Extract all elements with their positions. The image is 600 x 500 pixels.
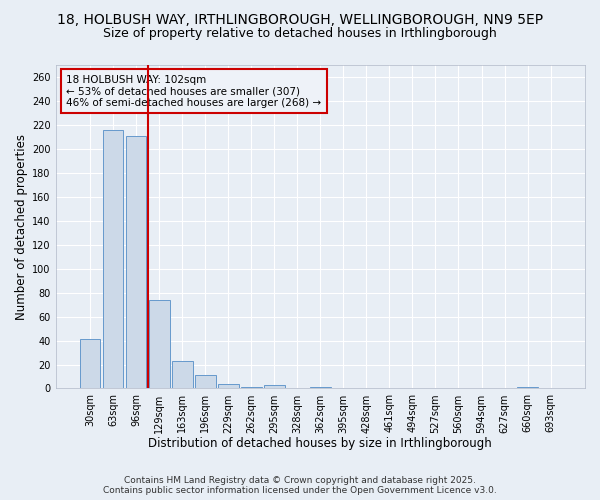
- Text: Contains HM Land Registry data © Crown copyright and database right 2025.
Contai: Contains HM Land Registry data © Crown c…: [103, 476, 497, 495]
- Text: 18 HOLBUSH WAY: 102sqm
← 53% of detached houses are smaller (307)
46% of semi-de: 18 HOLBUSH WAY: 102sqm ← 53% of detached…: [66, 74, 322, 108]
- Bar: [103, 130, 124, 388]
- Bar: [264, 385, 284, 388]
- Bar: [195, 376, 215, 388]
- Bar: [126, 136, 146, 388]
- Bar: [218, 384, 239, 388]
- X-axis label: Distribution of detached houses by size in Irthlingborough: Distribution of detached houses by size …: [148, 437, 492, 450]
- Text: Size of property relative to detached houses in Irthlingborough: Size of property relative to detached ho…: [103, 28, 497, 40]
- Bar: [172, 361, 193, 388]
- Y-axis label: Number of detached properties: Number of detached properties: [15, 134, 28, 320]
- Bar: [149, 300, 170, 388]
- Bar: [80, 340, 100, 388]
- Text: 18, HOLBUSH WAY, IRTHLINGBOROUGH, WELLINGBOROUGH, NN9 5EP: 18, HOLBUSH WAY, IRTHLINGBOROUGH, WELLIN…: [57, 12, 543, 26]
